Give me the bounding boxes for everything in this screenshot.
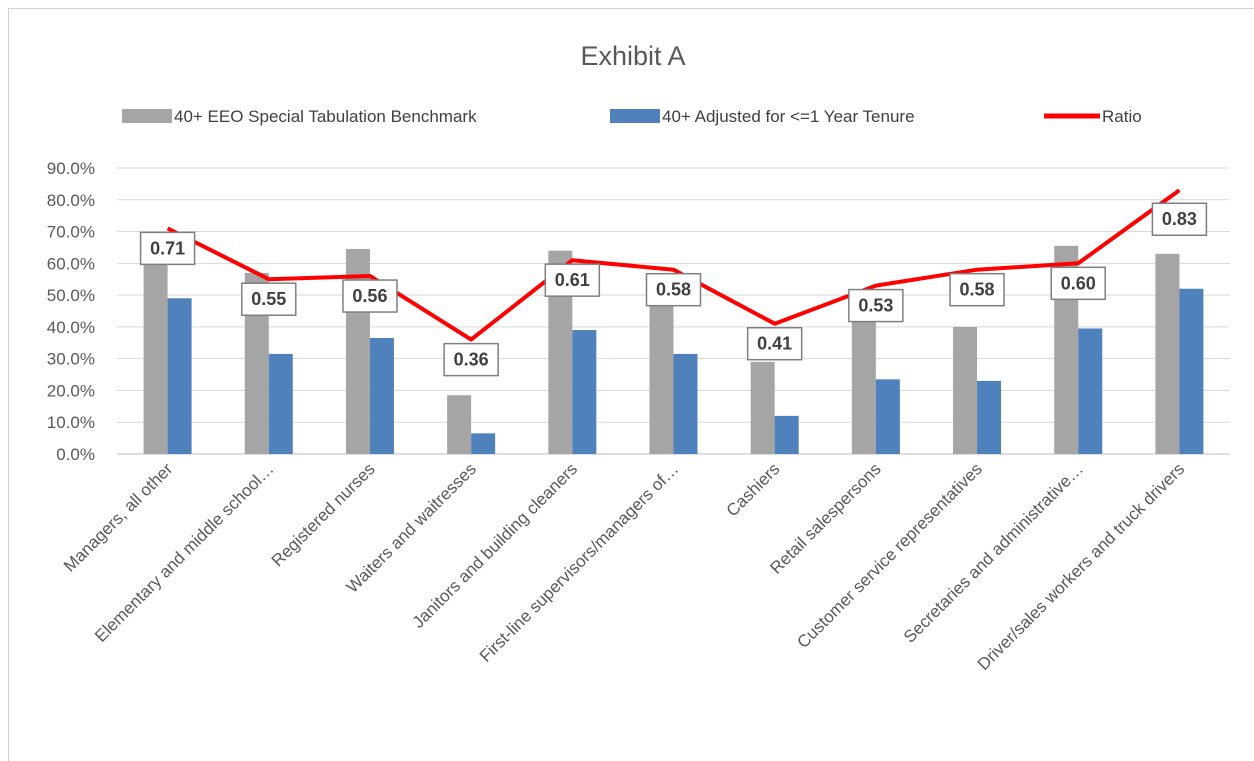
ratio-data-label-text: 0.71 [150,238,185,258]
chart-frame-left-border [8,8,9,761]
x-category-label: Janitors and building cleaners [409,459,581,631]
x-category-label: Elementary and middle school… [91,459,277,645]
bar-benchmark [1155,253,1180,454]
ratio-data-label-text: 0.58 [960,280,995,300]
y-tick-label: 50.0% [47,286,95,305]
x-category-label: Cashiers [723,459,784,520]
ratio-data-label-text: 0.60 [1061,273,1096,293]
ratio-data-label: 0.61 [544,263,601,297]
x-category-label: Managers, all other [60,459,177,576]
ratio-data-label-box [241,282,297,316]
bar-adjusted [167,298,192,454]
bar-adjusted [1078,328,1103,454]
ratio-data-label-box [1151,202,1208,236]
chart-legend: 40+ EEO Special Tabulation Benchmark 40+ … [122,107,1142,126]
y-tick-label: 60.0% [47,254,95,273]
bar-adjusted [977,380,1002,454]
x-category-label: Registered nurses [268,459,379,570]
ratio-data-labels: 0.71 0.55 0.56 0.36 0.61 0.58 0.41 0.53 0.58 0.60… [139,202,1208,377]
ratio-data-label-box [1050,266,1106,301]
bar-adjusted [875,379,900,454]
ratio-data-label-text: 0.36 [454,350,489,370]
x-category-label: First-line supervisors/managers of… [476,459,682,665]
bar-adjusted [673,353,698,454]
legend-benchmark-label: 40+ EEO Special Tabulation Benchmark [174,107,477,126]
bar-adjusted [774,415,799,454]
y-tick-label: 80.0% [47,191,95,210]
bar-adjusted [268,353,293,454]
bar-benchmark [447,395,472,454]
legend-adjusted-label: 40+ Adjusted for <=1 Year Tenure [662,107,915,126]
ratio-data-label: 0.41 [746,326,803,361]
ratio-data-label-box [139,231,196,266]
y-tick-label: 40.0% [47,318,95,337]
y-tick-label: 0.0% [56,445,95,464]
ratio-data-label: 0.60 [1050,266,1106,301]
y-tick-label: 20.0% [47,381,95,400]
y-tick-label: 90.0% [47,159,95,178]
ratio-data-label-box [342,279,398,313]
ratio-data-label: 0.83 [1151,202,1208,236]
bar-adjusted [369,338,394,454]
bar-adjusted [1179,288,1204,454]
chart-title: Exhibit A [580,41,685,71]
ratio-data-label: 0.53 [848,288,904,323]
x-category-label: Secretaries and administrative… [900,459,1087,646]
chart-frame-top-border [8,8,1254,9]
ratio-data-label-box [949,272,1005,307]
ratio-data-label-text: 0.56 [352,286,387,306]
ratio-data-label-text: 0.53 [858,296,893,316]
ratio-data-label: 0.58 [949,272,1005,307]
ratio-data-label-text: 0.55 [251,289,286,309]
ratio-data-label-text: 0.61 [555,270,590,290]
x-category-label: Driver/sales workers and truck drivers [974,459,1189,674]
ratio-data-label-box [645,272,702,307]
y-tick-label: 30.0% [47,350,95,369]
x-category-label: Customer service representatives [793,459,985,651]
ratio-data-label-text: 0.58 [656,280,691,300]
y-tick-label: 10.0% [47,413,95,432]
bar-benchmark [649,280,674,454]
bar-benchmark [953,326,978,454]
ratio-data-label-box [746,326,803,361]
bar-adjusted [572,330,597,454]
ratio-data-label: 0.58 [645,272,702,307]
ratio-data-label: 0.56 [342,279,398,313]
ratio-data-label-box [544,263,601,297]
y-axis-tick-labels: 0.0% 10.0% 20.0% 30.0% 40.0% 50.0% 60.0% 70.0% 8… [47,159,95,464]
series-ratio-line [166,188,1181,342]
ratio-data-label-text: 0.41 [757,334,792,354]
bar-benchmark [143,236,168,454]
ratio-data-label: 0.55 [241,282,297,316]
legend-benchmark-swatch [122,109,172,123]
bar-benchmark [851,314,876,454]
legend-ratio-label: Ratio [1102,107,1142,126]
legend-adjusted-swatch [610,109,660,123]
bar-benchmark [750,361,775,454]
ratio-polyline [166,188,1181,342]
y-tick-label: 70.0% [47,223,95,242]
ratio-data-label-box [848,288,904,323]
ratio-data-label-text: 0.83 [1162,209,1197,229]
series-adjusted-bars [167,288,1204,454]
ratio-data-label: 0.36 [443,342,499,377]
bar-benchmark [244,272,269,454]
bar-adjusted [471,433,496,454]
x-category-label: Retail salespersons [766,459,884,577]
ratio-data-label-box [443,342,499,377]
ratio-data-label: 0.71 [139,231,196,266]
